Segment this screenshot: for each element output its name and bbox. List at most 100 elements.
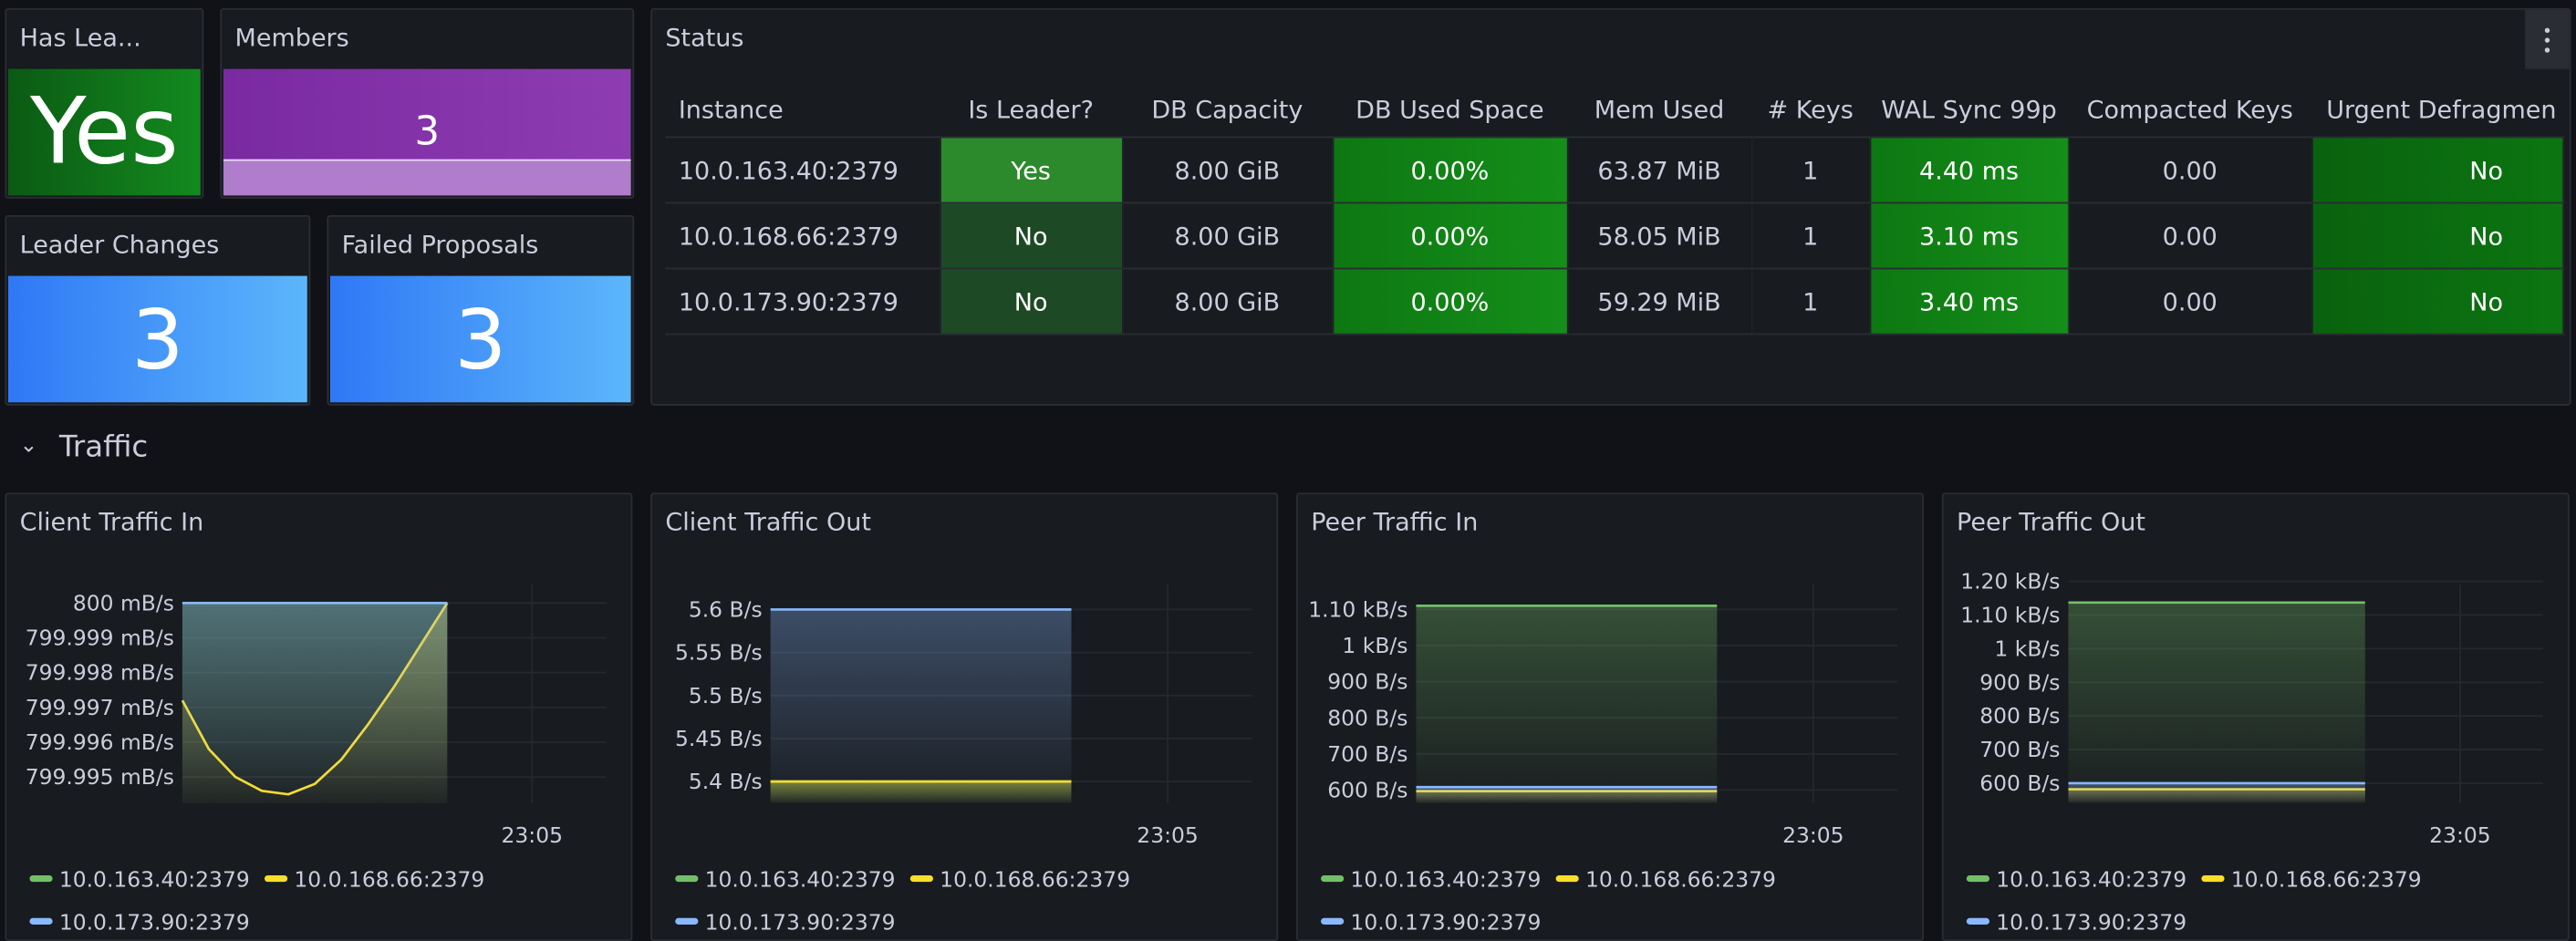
legend-label: 10.0.173.90:2379 <box>705 909 896 935</box>
chart: 600 B/s 700 B/s 800 B/s 900 B/s 1 kB/s 1.10 k… <box>1960 569 2543 935</box>
y-tick-label: 800 mB/s <box>73 590 174 615</box>
legend-marker <box>675 917 699 925</box>
table-cell: 8.00 GiB <box>1122 202 1334 270</box>
legend-label: 10.0.173.90:2379 <box>59 909 250 935</box>
y-tick-label: 799.997 mB/s <box>26 695 174 720</box>
status-table: Instance Is Leader? DB Capacity DB Used Spa… <box>665 83 2564 336</box>
column-header: Instance <box>665 83 940 139</box>
panel-menu[interactable] <box>2525 9 2570 69</box>
legend-marker <box>1321 917 1345 925</box>
y-tick-label: 700 B/s <box>1327 741 1407 767</box>
legend-label: 10.0.173.90:2379 <box>1996 909 2186 935</box>
legend-marker <box>29 874 53 883</box>
collapse-chevron[interactable]: ⌄ <box>19 433 38 459</box>
y-tick-label: 800 B/s <box>1979 703 2060 729</box>
y-tick-label: 1 kB/s <box>1994 636 2060 661</box>
stat-panel: Failed Proposals 3 <box>327 214 635 406</box>
panel-title: Client Traffic Out <box>665 507 871 537</box>
stat-box: 3 <box>223 68 631 196</box>
table-cell: 1 <box>1750 137 1871 204</box>
table-cell: No <box>2311 268 2564 336</box>
chart: 799.995 mB/s 799.996 mB/s 799.997 mB/s 799.… <box>26 584 607 935</box>
legend-label: 10.0.168.66:2379 <box>940 867 1130 893</box>
y-tick-label: 799.998 mB/s <box>26 660 174 686</box>
sparkline <box>223 159 631 196</box>
y-tick-label: 5.4 B/s <box>689 769 763 794</box>
legend-marker <box>675 874 699 883</box>
timeseries-panel: Peer Traffic In 600 B/s 700 B/s 800 B/s 900 … <box>1296 492 1924 941</box>
legend-marker <box>1321 874 1345 883</box>
legend-marker <box>29 917 53 925</box>
column-header: Urgent Defragmen <box>2311 83 2563 139</box>
table-cell: 1 <box>1750 202 1871 270</box>
y-tick-label: 799.999 mB/s <box>26 626 174 651</box>
panel-title: Has Lea... <box>19 23 141 53</box>
legend-marker <box>909 874 933 883</box>
legend-marker <box>1555 874 1579 883</box>
table-cell: 4.40 ms <box>1869 137 2070 204</box>
y-tick-label: 600 B/s <box>1327 778 1407 803</box>
x-tick-label: 23:05 <box>502 822 563 848</box>
table-row: 10.0.163.40:2379 Yes 8.00 GiB 0.00% 63.87 Mi… <box>665 137 2564 204</box>
table-cell: 0.00 <box>2068 137 2312 204</box>
y-tick-label: 700 B/s <box>1979 737 2060 762</box>
column-header: WAL Sync 99p <box>1869 83 2069 139</box>
series-area <box>1416 605 1718 803</box>
table-panel: Status Instance Is Leader? DB Capacity DB U… <box>650 8 2571 406</box>
table-cell: No <box>940 268 1123 336</box>
y-tick-label: 5.55 B/s <box>675 640 763 666</box>
table-cell: 63.87 MiB <box>1567 137 1752 204</box>
y-tick-label: 799.995 mB/s <box>26 764 174 790</box>
column-header: Is Leader? <box>940 83 1123 139</box>
y-tick-label: 799.996 mB/s <box>26 729 174 755</box>
y-tick-label: 5.6 B/s <box>689 597 763 623</box>
stat-value: Yes <box>8 68 201 196</box>
table-cell: 58.05 MiB <box>1567 202 1752 270</box>
table-cell: Yes <box>940 137 1123 204</box>
series-area <box>770 609 1072 803</box>
series-area <box>2068 782 2365 803</box>
column-header: # Keys <box>1750 83 1870 139</box>
timeseries-panel: Client Traffic In 799.995 mB/s 799.996 mB/… <box>5 492 633 941</box>
y-tick-label: 1 kB/s <box>1342 633 1407 658</box>
column-header: DB Used Space <box>1332 83 1568 139</box>
panel-title: Members <box>234 23 349 53</box>
table-cell: 0.00 <box>2068 268 2312 336</box>
legend-marker <box>264 874 288 883</box>
y-tick-label: 1.10 kB/s <box>1308 596 1407 622</box>
chart: 600 B/s 700 B/s 800 B/s 900 B/s 1 kB/s 1.10 k… <box>1308 584 1898 935</box>
column-header: Compacted Keys <box>2068 83 2312 139</box>
stat-value: 3 <box>8 275 307 403</box>
x-tick-label: 23:05 <box>1782 822 1844 848</box>
x-tick-label: 23:05 <box>2429 822 2490 848</box>
legend-label: 10.0.163.40:2379 <box>59 867 250 893</box>
panel-title: Client Traffic In <box>19 507 204 537</box>
series-area <box>2068 602 2365 803</box>
table-cell: 0.00% <box>1332 202 1569 270</box>
legend-marker <box>2201 874 2225 883</box>
timeseries-panel: Client Traffic Out 5.4 B/s 5.45 B/s 5.5 B/s… <box>650 492 1279 941</box>
table-cell: 3.10 ms <box>1869 202 2070 270</box>
series-area <box>1416 787 1718 803</box>
y-tick-label: 5.5 B/s <box>689 683 763 708</box>
y-tick-label: 1.10 kB/s <box>1960 603 2060 628</box>
header-row: Instance Is Leader? DB Capacity DB Used Spa… <box>665 83 2563 139</box>
table-row: 10.0.168.66:2379 No 8.00 GiB 0.00% 58.05 MiB… <box>665 202 2564 270</box>
series-area <box>182 603 448 803</box>
row-title[interactable]: Traffic <box>58 429 149 465</box>
y-tick-label: 800 B/s <box>1327 705 1407 730</box>
legend-label: 10.0.163.40:2379 <box>1350 867 1541 893</box>
legend-label: 10.0.168.66:2379 <box>294 867 484 893</box>
table-cell: 1 <box>1750 268 1871 336</box>
column-header: DB Capacity <box>1122 83 1333 139</box>
y-tick-label: 5.45 B/s <box>675 726 763 751</box>
legend-label: 10.0.168.66:2379 <box>1585 867 1776 893</box>
panel-title: Peer Traffic In <box>1311 507 1479 537</box>
y-tick-label: 900 B/s <box>1979 669 2060 695</box>
y-tick-label: 1.20 kB/s <box>1960 569 2060 595</box>
panel-title: Peer Traffic Out <box>1957 507 2146 537</box>
y-tick-label: 900 B/s <box>1327 669 1407 695</box>
table-cell: No <box>940 202 1123 270</box>
legend-label: 10.0.168.66:2379 <box>2231 867 2422 893</box>
